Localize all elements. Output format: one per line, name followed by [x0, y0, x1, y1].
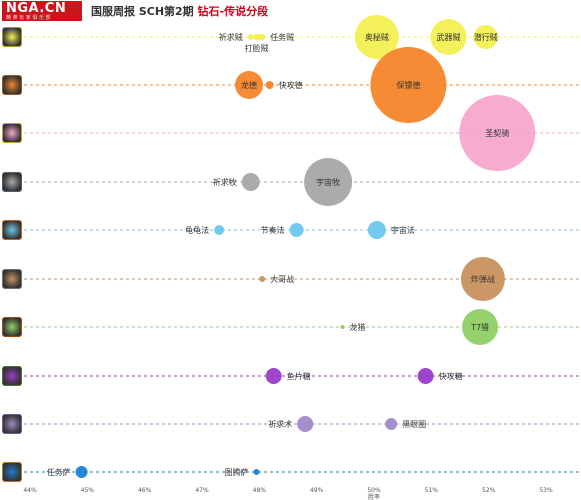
- x-tick-label: 52%: [482, 487, 496, 494]
- hunter-class-icon: [2, 317, 22, 337]
- bubble-label: 图腾萨: [224, 467, 248, 477]
- bubble-label: 潜行贼: [474, 32, 498, 42]
- bubble-label: 快攻德: [279, 80, 303, 90]
- bubble-label: 祈求术: [268, 419, 292, 429]
- bubble-label: 大哥战: [270, 274, 294, 284]
- priest-class-icon: [2, 414, 22, 434]
- bubble-point: [241, 173, 260, 191]
- bubble-point: [265, 81, 274, 89]
- priest-class-icon: [2, 172, 22, 192]
- bubble-label: T7猎: [470, 322, 489, 332]
- bubble-point: [265, 368, 282, 384]
- bubble-label: 奥秘贼: [365, 32, 389, 42]
- bubble-label: 武器贼: [437, 32, 461, 42]
- bubble-point: [289, 223, 304, 237]
- x-tick-label: 48%: [253, 487, 267, 494]
- bubble-point: [297, 416, 314, 432]
- logo-subtext: 精 英 玩 家 俱 乐 部: [6, 15, 51, 21]
- bubble-label: 祈求牧: [213, 177, 237, 187]
- bubble-label: 龙猎: [349, 322, 365, 332]
- bubble-label: 保镖德: [396, 80, 420, 90]
- title-highlight: 钻石-传说分段: [197, 5, 269, 18]
- bubble-point: [214, 225, 225, 235]
- warlock-class-icon: [2, 366, 22, 386]
- bubble-label: 黑眼圈: [402, 420, 426, 429]
- paladin-class-icon: [2, 123, 22, 143]
- rogue-class-icon: [2, 27, 22, 47]
- x-tick-label: 49%: [310, 487, 324, 494]
- x-tick-label: 46%: [138, 487, 152, 494]
- bubble-label: 快攻糖: [439, 371, 463, 381]
- bubble-point: [473, 25, 498, 49]
- bubble-label: 龟龟法: [185, 225, 209, 235]
- header: NGA.CN 精 英 玩 家 俱 乐 部 国服周报 SCH第2期 钻石-传说分段: [0, 0, 581, 22]
- shaman-class-icon: [2, 462, 22, 482]
- class-icon-column: [0, 24, 26, 500]
- bubble-label: 任务贼: [270, 32, 294, 42]
- nga-logo: NGA.CN 精 英 玩 家 俱 乐 部: [2, 1, 82, 21]
- bubble-label: 节奏法: [261, 225, 285, 235]
- bubble-point: [417, 368, 434, 384]
- bubble-label: 宇宙牧: [316, 177, 340, 187]
- bubble-point: [259, 276, 266, 282]
- logo-text: NGA.CN: [6, 1, 67, 16]
- x-tick-label: 44%: [23, 487, 37, 494]
- x-tick-label: 53%: [539, 487, 553, 494]
- bubble-point: [340, 325, 345, 329]
- paladin-class-icon: [2, 75, 22, 95]
- bubble-point: [385, 418, 398, 430]
- bubble-point: [247, 34, 254, 40]
- mage-class-icon: [2, 220, 22, 240]
- bubble-label: 圣契骑: [485, 128, 509, 138]
- bubble-point: [75, 466, 88, 478]
- x-axis-label: 胜率: [368, 493, 380, 500]
- bubble-point: [235, 71, 264, 99]
- bubble-label: 炸弹战: [471, 274, 495, 284]
- x-tick-label: 50%: [367, 487, 381, 494]
- bubble-point: [459, 95, 536, 171]
- bubble-point: [253, 469, 260, 475]
- x-tick-label: 51%: [425, 487, 439, 494]
- bubble-label: 打脸贼: [244, 43, 268, 53]
- x-tick-label: 45%: [81, 487, 95, 494]
- page-title: 国服周报 SCH第2期 钻石-传说分段: [91, 3, 268, 19]
- bubble-point: [460, 257, 505, 301]
- bubble-point: [430, 19, 467, 55]
- bubble-point: [304, 158, 353, 206]
- bubble-label: 鱼片糖: [287, 371, 311, 381]
- bubble-point: [370, 47, 447, 123]
- bubble-label: 任务萨: [47, 467, 71, 477]
- x-tick-label: 47%: [195, 487, 209, 494]
- title-main: 国服周报 SCH第2期: [91, 5, 194, 18]
- bubble-point: [367, 221, 386, 239]
- bubble-label: 宇宙法: [391, 225, 415, 235]
- warrior-class-icon: [2, 269, 22, 289]
- bubble-point: [259, 34, 266, 40]
- bubble-point: [462, 309, 499, 345]
- bubble-label: 祈求贼: [219, 32, 243, 42]
- bubble-label: 龙德: [241, 80, 257, 90]
- bubble-point: [354, 15, 399, 59]
